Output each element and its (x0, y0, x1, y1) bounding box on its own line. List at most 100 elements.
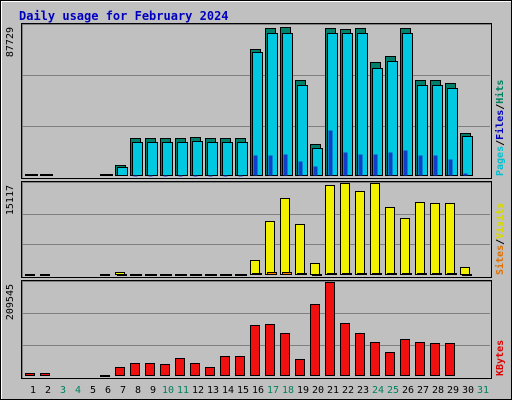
legend: KBytes (495, 340, 506, 376)
bar (25, 373, 35, 376)
legend: Sites/Visits (494, 203, 506, 275)
bar (445, 203, 455, 275)
bar (280, 198, 290, 275)
bar (148, 175, 153, 177)
x-tick-label: 26 (402, 385, 414, 396)
bar (177, 274, 187, 276)
bar (132, 142, 143, 176)
x-tick-label: 21 (327, 385, 339, 396)
bar (207, 142, 218, 176)
bar (325, 185, 335, 275)
bar (327, 273, 337, 275)
bar (403, 150, 408, 176)
bar (313, 166, 318, 176)
bar (385, 352, 395, 376)
bar (162, 274, 172, 276)
y-max-label: 209545 (5, 284, 16, 320)
legend-item: Sites (494, 245, 506, 275)
bar (282, 272, 292, 275)
x-tick-label: 19 (297, 385, 309, 396)
x-tick-label: 16 (252, 385, 264, 396)
bar (222, 142, 233, 176)
bar (387, 273, 397, 275)
series-kbytes (25, 282, 455, 377)
bar (295, 224, 305, 275)
x-tick-label: 13 (207, 385, 219, 396)
bar (117, 167, 128, 176)
x-tick-label: 9 (150, 385, 156, 396)
bar (280, 333, 290, 376)
bar (462, 136, 473, 176)
bar (372, 273, 382, 275)
bar (133, 175, 138, 177)
bar (297, 273, 307, 275)
bar (358, 154, 363, 176)
bar (175, 358, 185, 376)
x-tick-label: 30 (462, 385, 474, 396)
bar (265, 324, 275, 376)
bar (325, 282, 335, 376)
x-tick-label: 23 (357, 385, 369, 396)
legend-item: Pages (495, 146, 506, 176)
x-tick-label: 22 (342, 385, 354, 396)
legend-item: Visits (494, 203, 506, 239)
x-tick-label: 27 (417, 385, 429, 396)
y-max-label: 15117 (5, 185, 16, 215)
bar (357, 273, 367, 275)
bar (447, 273, 457, 275)
bar (432, 273, 442, 275)
bar (205, 367, 215, 376)
x-tick-label: 3 (60, 385, 66, 396)
bar (400, 339, 410, 376)
bar (433, 155, 438, 176)
bar (163, 175, 168, 177)
bar (402, 273, 412, 275)
bar (343, 152, 348, 176)
bar (100, 375, 110, 377)
legend-item: Files (494, 110, 506, 140)
bar (40, 274, 50, 276)
x-tick-label: 2 (45, 385, 51, 396)
bar (310, 304, 320, 376)
x-tick-label: 10 (162, 385, 174, 396)
bar (312, 274, 322, 276)
x-axis-day-labels: 1 2 3 4 5 6 7 8 9 10 11 12 13 14 15 16 17 18 19 20 21 22 23 24 2… (30, 385, 489, 396)
bar (100, 274, 110, 276)
bar (462, 274, 472, 276)
bar (417, 273, 427, 275)
bar (373, 154, 378, 176)
bar (328, 130, 333, 176)
legend: Pages/Files/Hits (494, 80, 506, 176)
bar (388, 152, 393, 176)
bar (253, 155, 258, 176)
x-tick-label: 11 (177, 385, 189, 396)
x-tick-label: 25 (387, 385, 399, 396)
bar (267, 272, 277, 275)
chart-title: Daily usage for February 2024 (19, 9, 229, 23)
bar (252, 273, 262, 275)
bar (355, 333, 365, 376)
x-tick-label: 31 (477, 385, 489, 396)
bar (102, 174, 113, 176)
x-tick-label: 17 (267, 385, 279, 396)
bar (355, 191, 365, 275)
bar (295, 359, 305, 376)
bar (27, 174, 38, 176)
bar (190, 363, 200, 376)
legend-item: / (495, 140, 506, 146)
bar (282, 33, 293, 176)
bar (415, 342, 425, 376)
x-tick-label: 24 (372, 385, 384, 396)
x-tick-label: 6 (105, 385, 111, 396)
x-tick-label: 1 (30, 385, 36, 396)
x-tick-label: 15 (237, 385, 249, 396)
x-tick-label: 5 (90, 385, 96, 396)
bar (117, 274, 127, 276)
bar (250, 325, 260, 376)
bar (132, 274, 142, 276)
bar (40, 373, 50, 376)
bar (370, 183, 380, 275)
series-sites (117, 272, 472, 276)
